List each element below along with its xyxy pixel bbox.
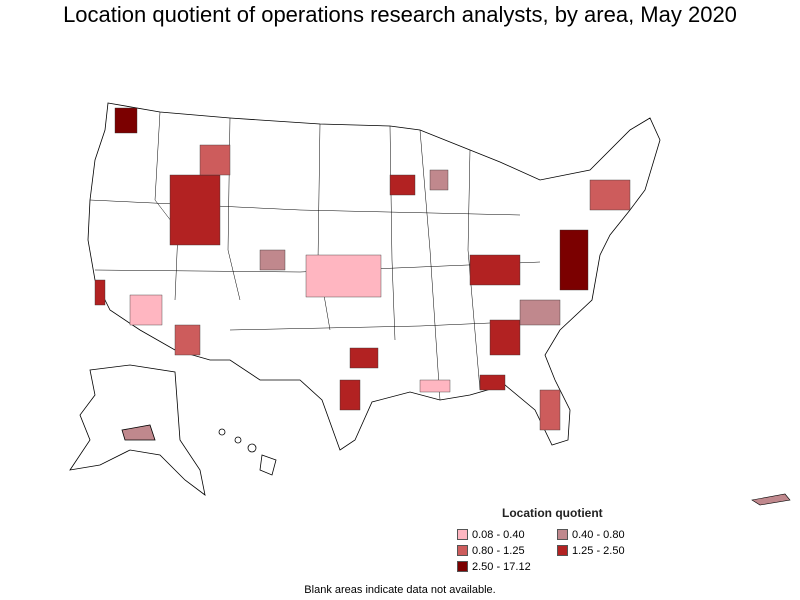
legend-swatch [557,545,568,556]
legend-swatch [557,529,568,540]
legend-label: 2.50 - 17.12 [472,560,531,573]
legend-item-0.80-1.25: 0.80 - 1.25 [457,544,525,557]
alaska [69,364,206,496]
map-title: Location quotient of operations research… [63,2,737,27]
legend-title: Location quotient [502,506,603,520]
legend-item-0.40-0.80: 0.40 - 0.80 [557,528,625,541]
legend-label: 0.08 - 0.40 [472,528,525,541]
state-borders [89,111,561,401]
legend-item-1.25-2.50: 1.25 - 2.50 [557,544,625,557]
legend-swatch [457,529,468,540]
legend-label: 0.80 - 1.25 [472,544,525,557]
hawaii [218,428,277,476]
legend-label: 0.40 - 0.80 [572,528,625,541]
legend-swatch [457,545,468,556]
legend-swatch [457,561,468,572]
puerto-rico [751,493,791,506]
legend-item-0.08-0.40: 0.08 - 0.40 [457,528,525,541]
footnote: Blank areas indicate data not available. [304,584,496,596]
shaded-areas [94,107,631,431]
legend-label: 1.25 - 2.50 [572,544,625,557]
legend-item-2.50-17.12: 2.50 - 17.12 [457,560,531,573]
